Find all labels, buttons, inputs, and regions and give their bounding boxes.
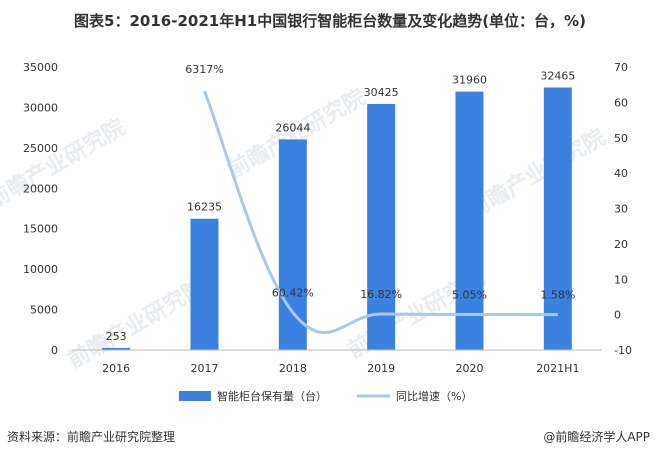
- bars-layer: [102, 87, 572, 351]
- right-axis-tick-label: 30: [614, 203, 628, 216]
- bar-2019: [367, 103, 396, 350]
- bar-value-label: 253: [106, 330, 127, 343]
- bar-value-label: 16235: [187, 201, 222, 214]
- left-axis-tick-label: 25000: [23, 142, 58, 155]
- line-value-label: 5.05%: [452, 288, 487, 301]
- line-value-label: 6317%: [185, 63, 223, 76]
- right-axis-tick-label: 50: [614, 132, 628, 145]
- right-axis-tick-label: 70: [614, 61, 628, 74]
- legend-label-bar: 智能柜台保有量（台）: [217, 389, 327, 403]
- growth-rate-line: [203, 90, 558, 335]
- left-axis-tick-label: 35000: [23, 61, 58, 74]
- line-value-label: 1.58%: [540, 289, 575, 302]
- line-layer: [203, 90, 558, 335]
- watermark-text: 前瞻产业研究院: [63, 274, 209, 374]
- right-axis-tick-label: 20: [614, 238, 628, 251]
- bar-2021H1: [543, 87, 572, 350]
- line-value-label: 16.82%: [360, 288, 402, 301]
- left-axis-tick-label: 30000: [23, 101, 58, 114]
- legend-label-line: 同比增速（%）: [396, 389, 472, 403]
- right-axis-tick-label: 10: [614, 273, 628, 286]
- x-axis-tick-label: 2016: [102, 362, 130, 375]
- bar-value-label: 31960: [452, 74, 487, 87]
- right-axis-tick-label: 60: [614, 96, 628, 109]
- x-axis-tick-label: 2019: [367, 362, 395, 375]
- right-axis-tick-label: -10: [614, 344, 632, 357]
- x-axis-tick-label: 2020: [456, 362, 484, 375]
- legend: 智能柜台保有量（台） 同比增速（%）: [179, 389, 472, 403]
- axes-layer: 0 5000 10000 15000 20000 25000 30000 35000 -10 0 1…: [23, 61, 632, 375]
- source-note: 资料来源：前瞻产业研究院整理: [7, 430, 176, 444]
- left-axis-tick-label: 5000: [30, 304, 58, 317]
- right-axis-tick-label: 40: [614, 167, 628, 180]
- bar-value-label: 32465: [540, 69, 575, 82]
- bar-2020: [455, 91, 484, 351]
- left-axis-tick-label: 0: [51, 344, 58, 357]
- bar-2016: [102, 347, 131, 350]
- watermark-text: 前瞻产业研究院: [463, 124, 609, 224]
- x-axis-tick-label: 2021H1: [536, 362, 579, 375]
- left-axis-tick-label: 20000: [23, 182, 58, 195]
- watermark-text: 前瞻产业研究院: [0, 114, 130, 214]
- line-value-label: 60.42%: [272, 286, 314, 299]
- labels-layer: 253 16235 26044 30425 31960 32465 6317% 60.42% 1…: [106, 63, 576, 343]
- chart-title: 图表5：2016-2021年H1中国银行智能柜台数量及变化趋势(单位：台，%): [74, 12, 586, 30]
- legend-swatch-bar: [179, 391, 211, 401]
- right-axis-tick-label: 0: [614, 309, 621, 322]
- bar-2018: [278, 139, 307, 350]
- bar-value-label: 26044: [275, 121, 310, 134]
- left-axis-tick-label: 15000: [23, 223, 58, 236]
- bar-value-label: 30425: [364, 86, 399, 99]
- bar-2017: [190, 218, 219, 350]
- brand-note: @前瞻经济学人APP: [543, 430, 650, 444]
- left-axis-tick-label: 10000: [23, 263, 58, 276]
- x-axis-tick-label: 2018: [279, 362, 307, 375]
- x-axis-tick-label: 2017: [191, 362, 219, 375]
